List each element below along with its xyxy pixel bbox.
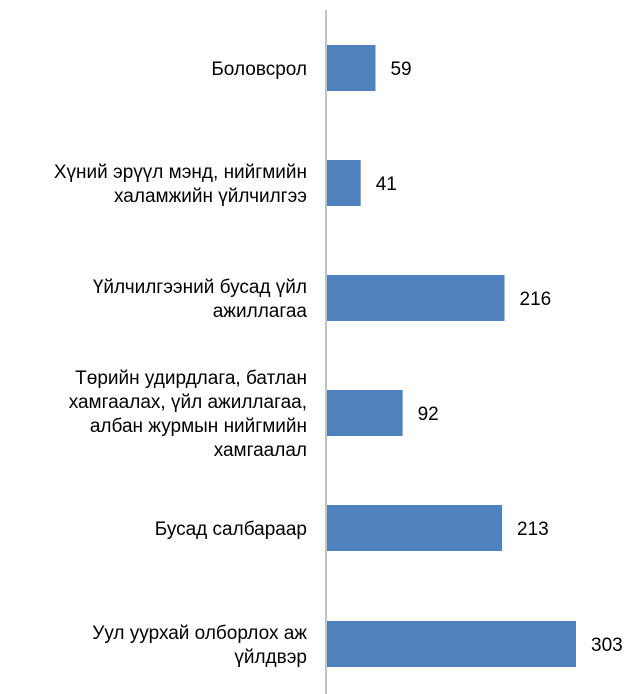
category-label-5-line-1: үйлдвэр	[234, 647, 307, 668]
category-label-4-line-0: Бусад салбараар	[155, 519, 307, 540]
bar-0	[327, 45, 376, 91]
bar-3	[327, 390, 403, 436]
category-label-3-line-1: хамгаалах, үйл ажиллагаа,	[69, 392, 307, 413]
category-label-3-line-2: албан журмын нийгмийн	[90, 416, 307, 437]
category-label-0-line-0: Боловсрол	[211, 59, 307, 80]
category-label-1-line-1: халамжийн үйлчилгээ	[114, 186, 307, 207]
bar-2	[327, 275, 505, 321]
value-label-2: 216	[520, 289, 552, 310]
bar-5	[327, 621, 576, 667]
value-label-0: 59	[390, 59, 411, 80]
bar-4	[327, 505, 503, 551]
value-label-4: 213	[517, 519, 549, 540]
category-label-2-line-0: Үйлчилгээний бусад үйл	[93, 277, 307, 298]
bar-1	[327, 160, 361, 206]
value-label-5: 303	[591, 635, 623, 656]
category-label-1-line-0: Хүний эрүүл мэнд, нийгмийн	[54, 162, 307, 183]
value-label-1: 41	[376, 174, 397, 195]
category-label-3-line-3: хамгаалал	[214, 440, 307, 461]
value-label-3: 92	[418, 404, 439, 425]
category-label-5-line-0: Уул уурхай олборлох аж	[92, 623, 307, 644]
category-label-3-line-0: Төрийн удирдлага, батлан	[75, 368, 307, 389]
category-label-2-line-1: ажиллагаа	[213, 301, 308, 322]
